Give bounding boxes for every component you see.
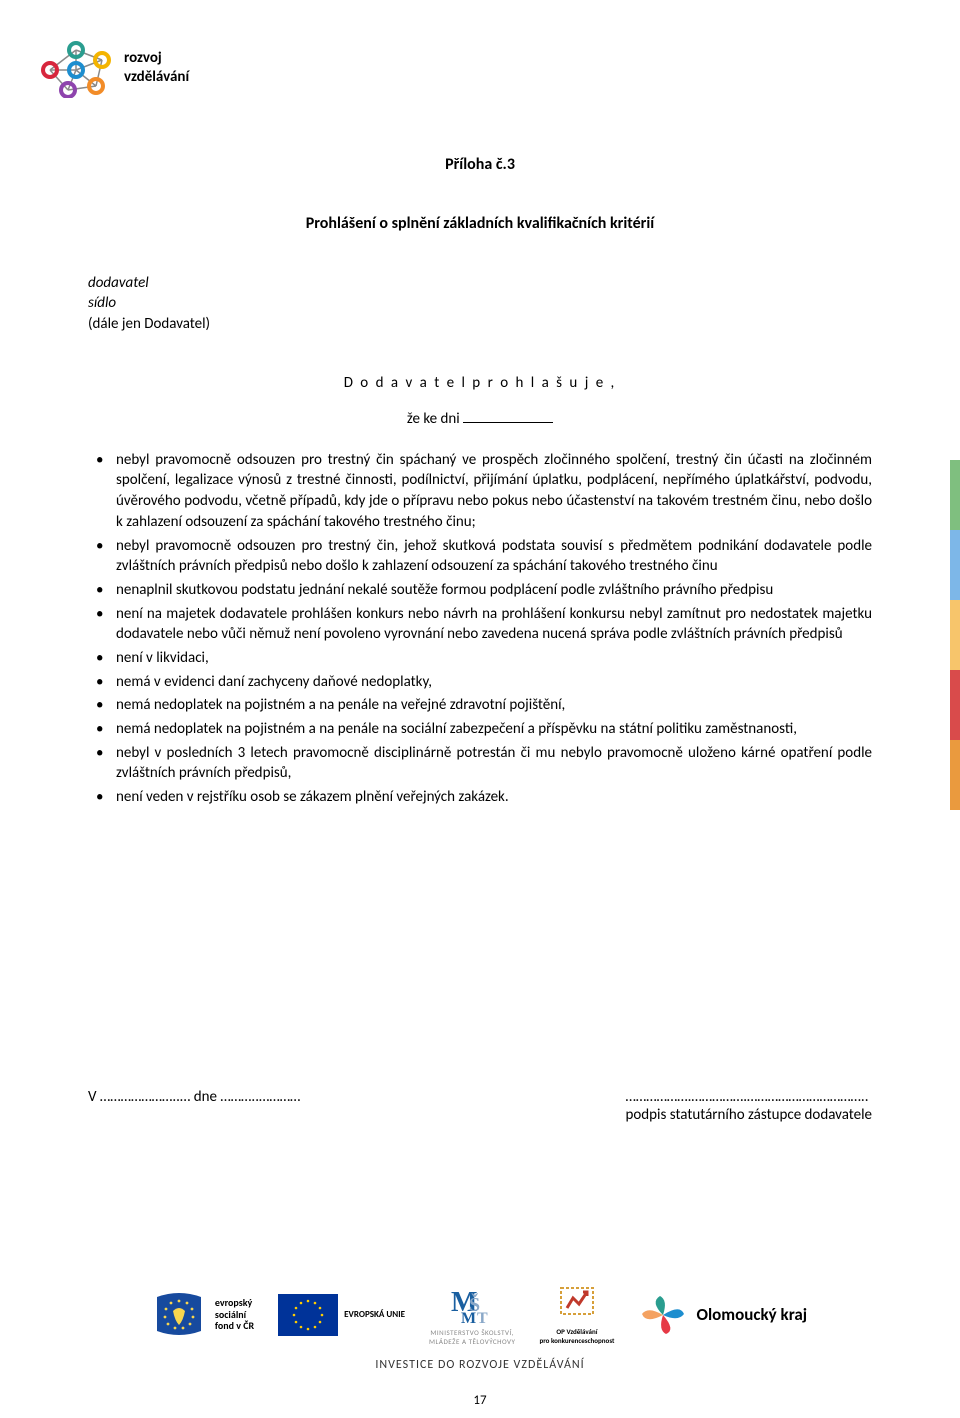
- esf-flag-icon: [153, 1291, 205, 1339]
- pinwheel-icon: [638, 1294, 688, 1336]
- list-item: není veden v rejstříku osob se zákazem p…: [88, 787, 872, 808]
- list-item: nebyl pravomocně odsouzen pro trestný či…: [88, 450, 872, 533]
- signature-block: V …………………..… dne ………..………… ……………….…………….…: [88, 1088, 872, 1124]
- header-line2: vzdělávání: [124, 68, 189, 87]
- msmt-line1: MINISTERSTVO ŠKOLSTVÍ,: [429, 1328, 515, 1337]
- list-item: nebyl v posledních 3 letech pravomocně d…: [88, 743, 872, 784]
- declares-spaced: D o d a v a t e l p r o h l a š u j e ,: [344, 374, 617, 392]
- svg-text:M: M: [461, 1310, 476, 1323]
- ze-ke-dni: že ke dni: [407, 410, 460, 428]
- msmt-icon: M Š M T: [449, 1283, 495, 1323]
- bullet-list: nebyl pravomocně odsouzen pro trestný či…: [88, 450, 872, 808]
- op-line1: OP Vzdělávání: [539, 1327, 614, 1336]
- msmt-logo: M Š M T MINISTERSTVO ŠKOLSTVÍ, MLÁDEŽE A…: [429, 1283, 515, 1346]
- eu-label: EVROPSKÁ UNIE: [344, 1309, 405, 1320]
- color-tab: [950, 530, 960, 600]
- color-tab: [950, 460, 960, 530]
- list-item: nenaplnil skutkovou podstatu jednání nek…: [88, 580, 872, 601]
- msmt-line2: MLÁDEŽE A TĚLOVÝCHOVY: [429, 1337, 515, 1346]
- esf-logo: evropský sociální fond v ČR: [153, 1291, 254, 1339]
- list-item: není v likvidaci,: [88, 648, 872, 669]
- eu-flag-icon: [278, 1294, 338, 1336]
- list-item: nemá nedoplatek na pojistném a na penále…: [88, 719, 872, 740]
- esf-line3: fond v ČR: [215, 1320, 254, 1332]
- op-logo: OP Vzdělávání pro konkurenceschopnost: [539, 1284, 614, 1345]
- signature-right-label: podpis statutárního zástupce dodavatele: [626, 1106, 873, 1124]
- olomouc-label: Olomoucký kraj: [696, 1304, 807, 1325]
- esf-text: evropský sociální fond v ČR: [215, 1297, 254, 1332]
- date-blank: [463, 422, 553, 423]
- olomouc-logo: Olomoucký kraj: [638, 1294, 807, 1336]
- footer-logos: evropský sociální fond v ČR EVROPSKÁ UNI…: [153, 1283, 807, 1346]
- document-content: Příloha č.3 Prohlášení o splnění základn…: [88, 155, 872, 811]
- page-number: 17: [0, 1393, 960, 1408]
- appendix-title: Příloha č.3: [88, 155, 872, 174]
- network-logo-icon: [40, 38, 112, 98]
- header-text: rozvoj vzdělávání: [124, 49, 189, 87]
- eu-block: EVROPSKÁ UNIE: [278, 1294, 405, 1336]
- color-tab: [950, 600, 960, 670]
- op-line2: pro konkurenceschopnost: [539, 1336, 614, 1345]
- supplier-block: dodavatel sídlo (dále jen Dodavatel): [88, 273, 872, 334]
- header: rozvoj vzdělávání: [40, 38, 189, 98]
- footer: evropský sociální fond v ČR EVROPSKÁ UNI…: [0, 1283, 960, 1372]
- header-line1: rozvoj: [124, 49, 189, 68]
- list-item: není na majetek dodavatele prohlášen kon…: [88, 604, 872, 645]
- date-line: že ke dni: [88, 410, 872, 428]
- signature-left: V …………………..… dne ………..…………: [88, 1088, 300, 1124]
- list-item: nebyl pravomocně odsouzen pro trestný či…: [88, 536, 872, 577]
- supplier-sidlo: sídlo: [88, 293, 872, 313]
- color-tab: [950, 670, 960, 740]
- list-item: nemá nedoplatek na pojistném a na penále…: [88, 695, 872, 716]
- supplier-dale-jen: (dále jen Dodavatel): [88, 314, 872, 334]
- declares-line: D o d a v a t e l p r o h l a š u j e ,: [88, 374, 872, 392]
- list-item: nemá v evidenci daní zachyceny daňové ne…: [88, 672, 872, 693]
- color-tab: [950, 740, 960, 810]
- op-icon: [555, 1284, 599, 1322]
- svg-text:T: T: [477, 1310, 488, 1323]
- declaration-title: Prohlášení o splnění základních kvalifik…: [88, 214, 872, 233]
- footer-invest: INVESTICE DO ROZVOJE VZDĚLÁVÁNÍ: [375, 1358, 584, 1372]
- color-tabs: [950, 460, 960, 810]
- supplier-dodavatel: dodavatel: [88, 273, 872, 293]
- signature-right-dots: ……………….…………….……………………………..: [626, 1088, 873, 1106]
